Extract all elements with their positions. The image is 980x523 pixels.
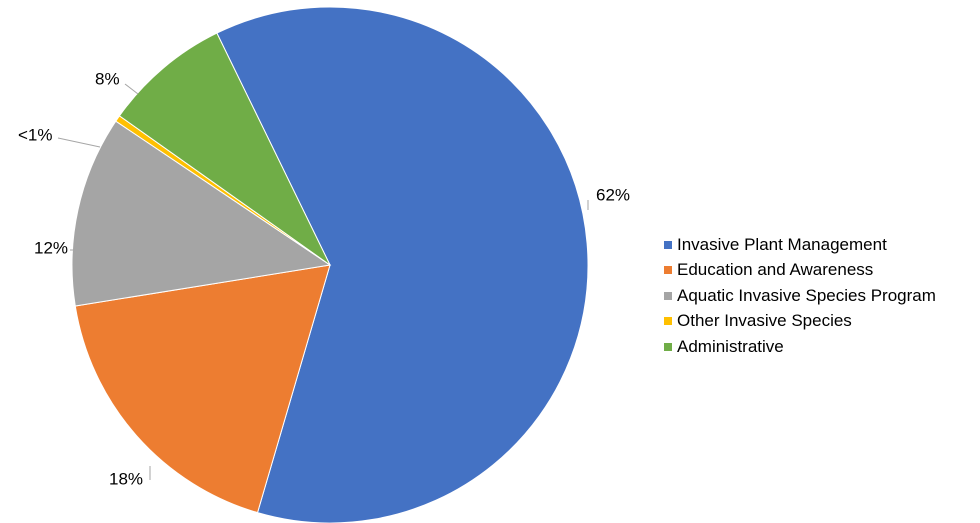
legend-label-administrative: Administrative <box>677 336 784 356</box>
legend-item-other-invasive-species: Other Invasive Species <box>664 309 936 335</box>
data-label-education-and-awareness: 18% <box>109 469 143 488</box>
legend-swatch-other-invasive-species <box>664 317 672 326</box>
legend-label-education-and-awareness: Education and Awareness <box>677 260 874 280</box>
legend-item-administrative: Administrative <box>664 334 936 360</box>
data-label-administrative: 8% <box>95 69 120 88</box>
pie-slices <box>71 6 589 523</box>
legend-item-education-and-awareness: Education and Awareness <box>664 258 936 284</box>
legend-swatch-administrative <box>664 342 672 351</box>
pie-slice-administrative <box>118 32 331 266</box>
data-labels: 62% 18% 12% <1% 8% <box>18 69 630 488</box>
pie-slice-education-and-awareness <box>74 264 331 514</box>
legend-swatch-aquatic-invasive-species-program <box>664 291 672 300</box>
pie-slice-aquatic-invasive-species-program <box>71 120 332 307</box>
legend-label-invasive-plant-management: Invasive Plant Management <box>677 234 887 254</box>
data-label-other-invasive-species: <1% <box>18 125 53 144</box>
legend-label-aquatic-invasive-species-program: Aquatic Invasive Species Program <box>677 285 936 305</box>
legend-swatch-invasive-plant-management <box>664 240 672 249</box>
legend-label-other-invasive-species: Other Invasive Species <box>677 311 852 331</box>
data-label-aquatic-invasive-species-program: 12% <box>34 238 68 257</box>
leader-line-administrative <box>124 83 139 95</box>
pie-slice-invasive-plant-management <box>216 6 589 523</box>
leader-lines <box>57 83 589 480</box>
data-label-invasive-plant-management: 62% <box>596 185 630 204</box>
legend-item-aquatic-invasive-species-program: Aquatic Invasive Species Program <box>664 283 936 309</box>
legend-swatch-education-and-awareness <box>664 266 672 275</box>
legend-item-invasive-plant-management: Invasive Plant Management <box>664 232 936 258</box>
chart-legend: Invasive Plant Management Education and … <box>664 232 936 360</box>
leader-line-other-invasive-species <box>57 137 101 148</box>
